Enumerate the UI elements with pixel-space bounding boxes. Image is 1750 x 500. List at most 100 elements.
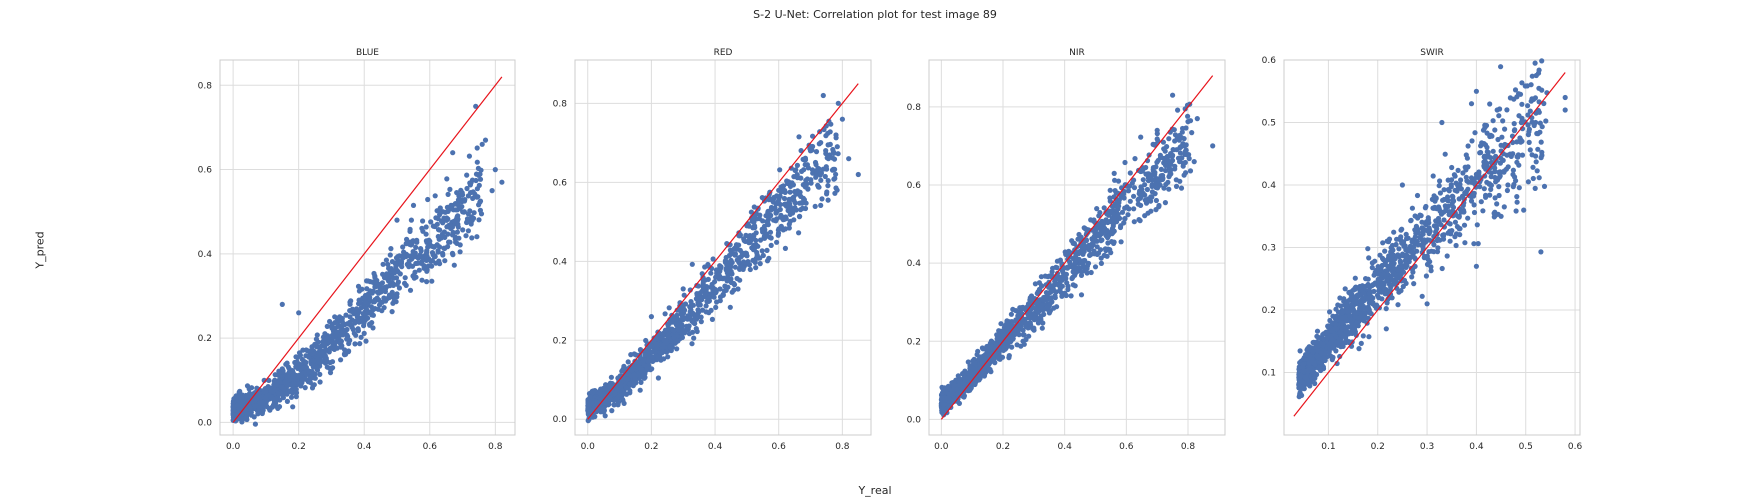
scatter-point — [807, 148, 814, 154]
scatter-point — [611, 402, 617, 408]
scatter-point — [1162, 148, 1168, 154]
scatter-point — [628, 352, 634, 358]
scatter-point — [1144, 186, 1150, 193]
scatter-point — [640, 372, 646, 378]
scatter-point — [286, 369, 292, 375]
scatter-point — [1068, 293, 1074, 299]
panel-title: NIR — [1069, 48, 1085, 58]
scatter-point — [1457, 232, 1463, 238]
y-tick-label: 0.8 — [907, 103, 922, 113]
scatter-point — [322, 355, 328, 362]
scatter-point — [440, 252, 446, 258]
x-tick-label: 0.6 — [1568, 442, 1583, 452]
scatter-point — [299, 356, 305, 363]
scatter-point — [1006, 355, 1012, 361]
x-tick-label: 0.2 — [996, 442, 1010, 452]
scatter-point — [460, 227, 466, 233]
scatter-point — [393, 255, 400, 261]
scatter-point — [460, 192, 466, 198]
scatter-point — [246, 386, 252, 392]
scatter-point — [744, 223, 750, 229]
scatter-point — [1060, 269, 1066, 275]
scatter-point — [798, 148, 804, 154]
scatter-point — [794, 172, 800, 178]
y-tick-label: 0.6 — [553, 178, 568, 188]
scatter-point — [1138, 134, 1144, 140]
scatter-point — [824, 189, 830, 195]
scatter-point — [306, 368, 312, 374]
scatter-point — [712, 286, 718, 293]
scatter-point — [424, 279, 430, 285]
scatter-point — [389, 309, 395, 315]
x-tick-label: 0.5 — [1519, 442, 1533, 452]
scatter-point — [717, 268, 723, 274]
scatter-point — [1032, 281, 1038, 287]
y-tick-label: 0.4 — [198, 250, 213, 260]
scatter-point — [709, 316, 716, 322]
scatter-point — [361, 330, 367, 336]
scatter-point — [987, 344, 994, 351]
scatter-point — [691, 335, 697, 341]
y-tick-label: 0.1 — [1262, 369, 1276, 379]
scatter-point — [355, 326, 361, 332]
scatter-point — [1131, 206, 1137, 212]
scatter-point — [812, 203, 818, 209]
scatter-point — [1166, 136, 1172, 142]
scatter-point — [1101, 205, 1107, 211]
scatter-point — [780, 227, 786, 233]
scatter-point — [744, 253, 750, 259]
scatter-point — [805, 165, 812, 171]
scatter-point — [400, 244, 406, 250]
scatter-point — [332, 314, 338, 320]
scatter-point — [475, 165, 481, 171]
scatter-point — [355, 283, 362, 289]
scatter-point — [1462, 240, 1468, 246]
scatter-point — [284, 398, 290, 404]
scatter-point — [390, 282, 396, 288]
scatter-point — [1077, 248, 1083, 254]
scatter-point — [690, 329, 696, 335]
scatter-point — [449, 224, 455, 230]
scatter-point — [324, 323, 330, 329]
scatter-point — [372, 284, 379, 290]
scatter-point — [839, 116, 846, 122]
scatter-point — [499, 179, 505, 185]
scatter-point — [290, 404, 296, 410]
scatter-point — [277, 379, 283, 385]
scatter-point — [402, 280, 408, 286]
scatter-point — [1132, 156, 1138, 162]
scatter-point — [710, 256, 716, 262]
scatter-point — [231, 412, 237, 418]
scatter-point — [786, 196, 792, 202]
scatter-point — [275, 372, 281, 378]
scatter-point — [637, 347, 644, 353]
scatter-point — [787, 211, 793, 217]
scatter-point — [408, 217, 414, 223]
scatter-point — [329, 339, 335, 345]
scatter-point — [734, 275, 740, 282]
scatter-point — [345, 334, 351, 340]
scatter-point — [623, 384, 629, 391]
scatter-point — [754, 252, 760, 258]
scatter-point — [679, 312, 685, 318]
scatter-point — [374, 289, 380, 295]
scatter-point — [302, 376, 308, 382]
scatter-point — [470, 195, 476, 201]
scatter-point — [442, 258, 448, 264]
scatter-point — [703, 303, 709, 309]
scatter-point — [402, 275, 408, 281]
scatter-point — [818, 170, 825, 176]
scatter-point — [262, 395, 269, 401]
scatter-point — [356, 319, 362, 325]
scatter-point — [1154, 136, 1160, 142]
scatter-point — [424, 268, 430, 274]
scatter-point — [1117, 215, 1123, 221]
scatter-point — [447, 186, 453, 192]
scatter-point — [420, 218, 426, 224]
scatter-point — [423, 224, 429, 230]
scatter-point — [371, 270, 377, 277]
panel-title: SWIR — [1420, 48, 1444, 58]
scatter-point — [1045, 305, 1051, 311]
scatter-point — [317, 379, 323, 385]
